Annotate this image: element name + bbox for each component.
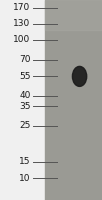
Text: 35: 35 [19, 102, 31, 111]
Bar [0, 0, 45, 200]
Text: 55: 55 [19, 72, 31, 81]
Text: 100: 100 [13, 36, 31, 45]
Bar [45, 0, 102, 30]
Text: 170: 170 [13, 3, 31, 12]
Text: 40: 40 [19, 92, 31, 100]
Text: 70: 70 [19, 55, 31, 64]
Text: 25: 25 [19, 121, 31, 130]
Ellipse shape [72, 66, 87, 86]
Bar [45, 0, 102, 200]
Text: 15: 15 [19, 157, 31, 166]
Text: 10: 10 [19, 174, 31, 183]
Text: 130: 130 [13, 19, 31, 28]
